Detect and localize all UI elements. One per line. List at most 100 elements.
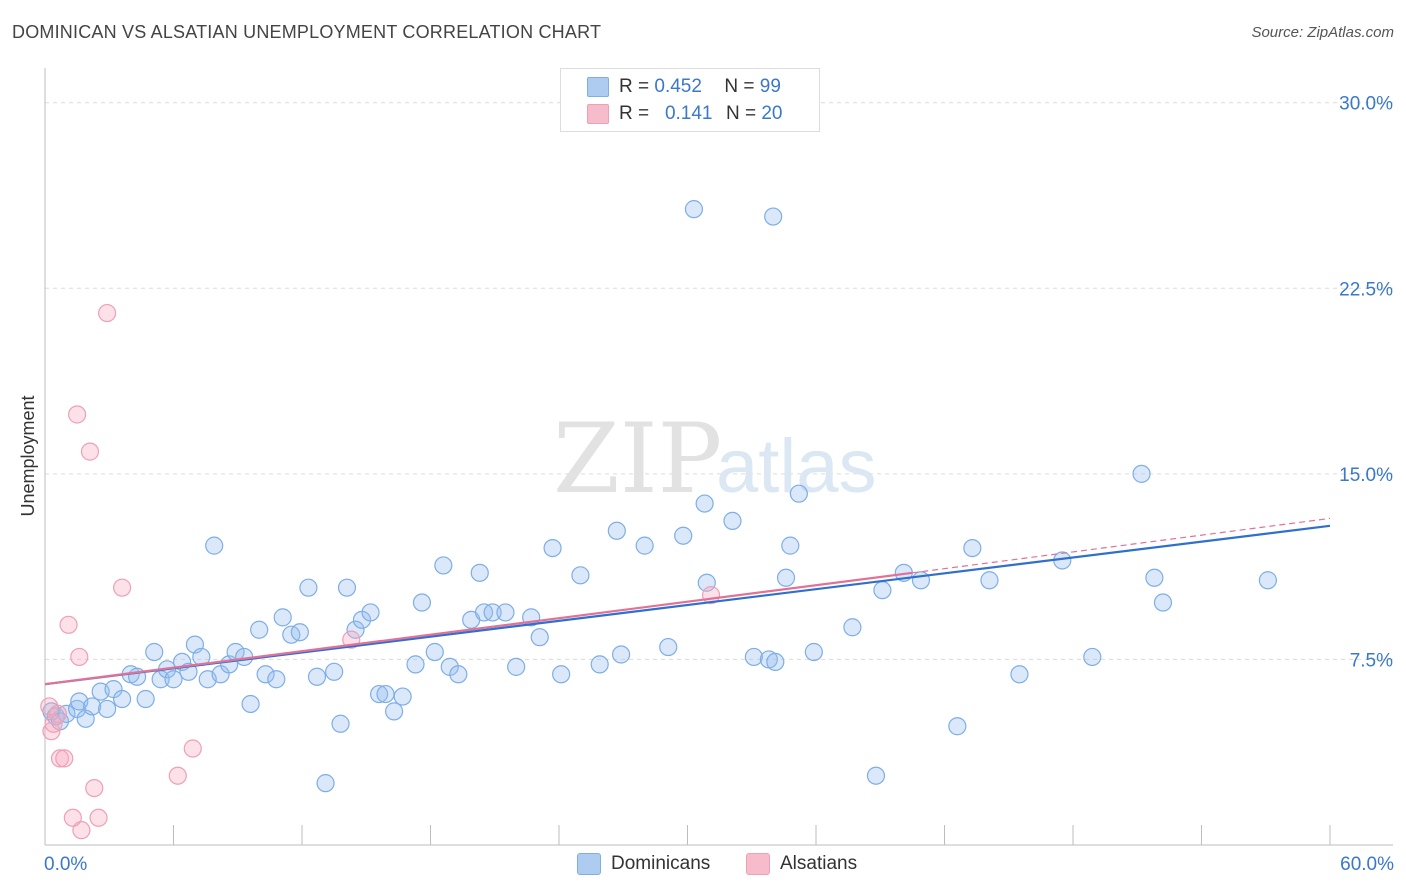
chart-title: DOMINICAN VS ALSATIAN UNEMPLOYMENT CORRE… [12, 22, 602, 42]
alsatian-point [42, 722, 61, 741]
alsatian-point [183, 739, 202, 758]
dominican-point [530, 628, 549, 647]
legend-r-label: R = [619, 76, 650, 97]
legend-n-value: 20 [761, 103, 783, 124]
dominican-point [145, 642, 164, 662]
grid-layer [45, 102, 1393, 660]
dominican-point [299, 578, 318, 597]
bottom-legend-alsatians: Alsatians [746, 851, 857, 877]
dominican-point [1145, 568, 1164, 587]
source-label: Source: ZipAtlas.com [1251, 24, 1394, 41]
dominican-point [361, 603, 380, 622]
dominican-point [98, 699, 117, 719]
alsatian-point [168, 766, 187, 785]
legend-n-value: 99 [759, 76, 781, 97]
trend-layer [44, 517, 1331, 686]
dominican-point [911, 571, 931, 590]
bottom-legend-label-alsatians: Alsatians [780, 853, 858, 874]
dominican-point [543, 538, 562, 558]
dominican-point [552, 665, 571, 684]
dominican-point [781, 536, 800, 555]
dominican-point [764, 207, 783, 226]
correlation-legend: R = 0.452 N = 99 R = 0.141 N = 20 [560, 68, 820, 132]
y-tick-label: 15.0% [1339, 465, 1393, 486]
y-tick-label: 22.5% [1339, 279, 1393, 300]
bottom-legend-label-dominicans: Dominicans [611, 853, 711, 874]
dominican-point [804, 642, 823, 662]
dominican-point [571, 566, 590, 585]
dominican-point [273, 608, 292, 627]
dominican-point [1258, 571, 1277, 590]
dominican-point [290, 623, 309, 642]
dominican-point [695, 494, 714, 513]
dominican-point [112, 689, 132, 709]
bottom-legend-dominicans: Dominicans [577, 851, 710, 877]
tick-labels: 7.5% 15.0% 22.5% 30.0% 0.0% 60.0% Unemployment [18, 94, 1394, 875]
x-tick-label: 60.0% [1340, 854, 1394, 875]
alsatian-point [72, 821, 91, 840]
dominican-point [612, 645, 631, 664]
alsatian-point [63, 808, 82, 827]
alsatian-point [112, 578, 132, 597]
dominican-point [963, 538, 982, 558]
dominican-point [1132, 464, 1151, 483]
alsatian-point [80, 442, 100, 461]
legend-r-value: 0.141 [664, 103, 713, 124]
dominican-point [873, 581, 892, 600]
alsatian-point [48, 704, 67, 723]
watermark-zip: ZIP [553, 403, 722, 515]
alsatian-trend-line [44, 571, 913, 686]
dominican-point [136, 689, 155, 709]
dominican-point [325, 662, 344, 681]
legend-swatch-dominicans [587, 77, 609, 97]
dominican-point [250, 620, 269, 639]
legend-swatch-alsatians [587, 104, 609, 124]
dominican-point [164, 670, 183, 689]
alsatian-point [85, 778, 104, 798]
alsatian-point [59, 615, 78, 634]
dominican-point [434, 556, 453, 575]
dominican-point [406, 655, 425, 674]
axes-layer [44, 68, 1393, 846]
dominican-point [723, 511, 742, 530]
dominican-point [337, 578, 357, 597]
alsatian-trend-extension [912, 517, 1331, 574]
alsatian-point [44, 714, 63, 733]
watermark-atlas: atlas [716, 424, 877, 509]
alsatian-point [50, 749, 70, 768]
legend-r-label: R = [619, 103, 650, 124]
points-layer [40, 200, 1277, 840]
dominican-point [507, 657, 526, 676]
bottom-swatch-alsatians [746, 853, 770, 875]
dominican-point [205, 536, 224, 555]
legend-row-alsatians: R = 0.141 N = 20 [587, 102, 782, 126]
dominican-point [331, 714, 350, 733]
dominican-point [470, 563, 489, 582]
dominican-point [483, 603, 502, 622]
watermark: ZIP atlas [553, 403, 877, 515]
dominican-point [1083, 647, 1102, 667]
alsatian-point [55, 749, 74, 768]
dominican-point [684, 200, 704, 219]
dominican-point [307, 667, 327, 686]
dominican-point [1153, 593, 1173, 612]
dominican-point [496, 603, 515, 622]
y-axis-title: Unemployment [18, 395, 38, 516]
dominican-point [607, 521, 626, 540]
x-tick-label: 0.0% [44, 854, 87, 875]
dominican-point [1010, 665, 1029, 684]
y-tick-label: 30.0% [1339, 94, 1393, 115]
legend-n-label: N = [724, 76, 755, 97]
dominican-point [635, 536, 654, 555]
alsatian-point [70, 647, 89, 667]
dominican-point [376, 684, 395, 704]
dominican-point [83, 697, 102, 716]
legend-r-value: 0.452 [654, 76, 702, 97]
dominican-point [866, 766, 886, 785]
dominican-point [267, 670, 286, 689]
dominican-point [425, 642, 444, 662]
dominican-point [412, 593, 432, 612]
dominican-point [776, 568, 796, 587]
dominican-point [674, 526, 693, 545]
dominican-point [948, 717, 967, 736]
